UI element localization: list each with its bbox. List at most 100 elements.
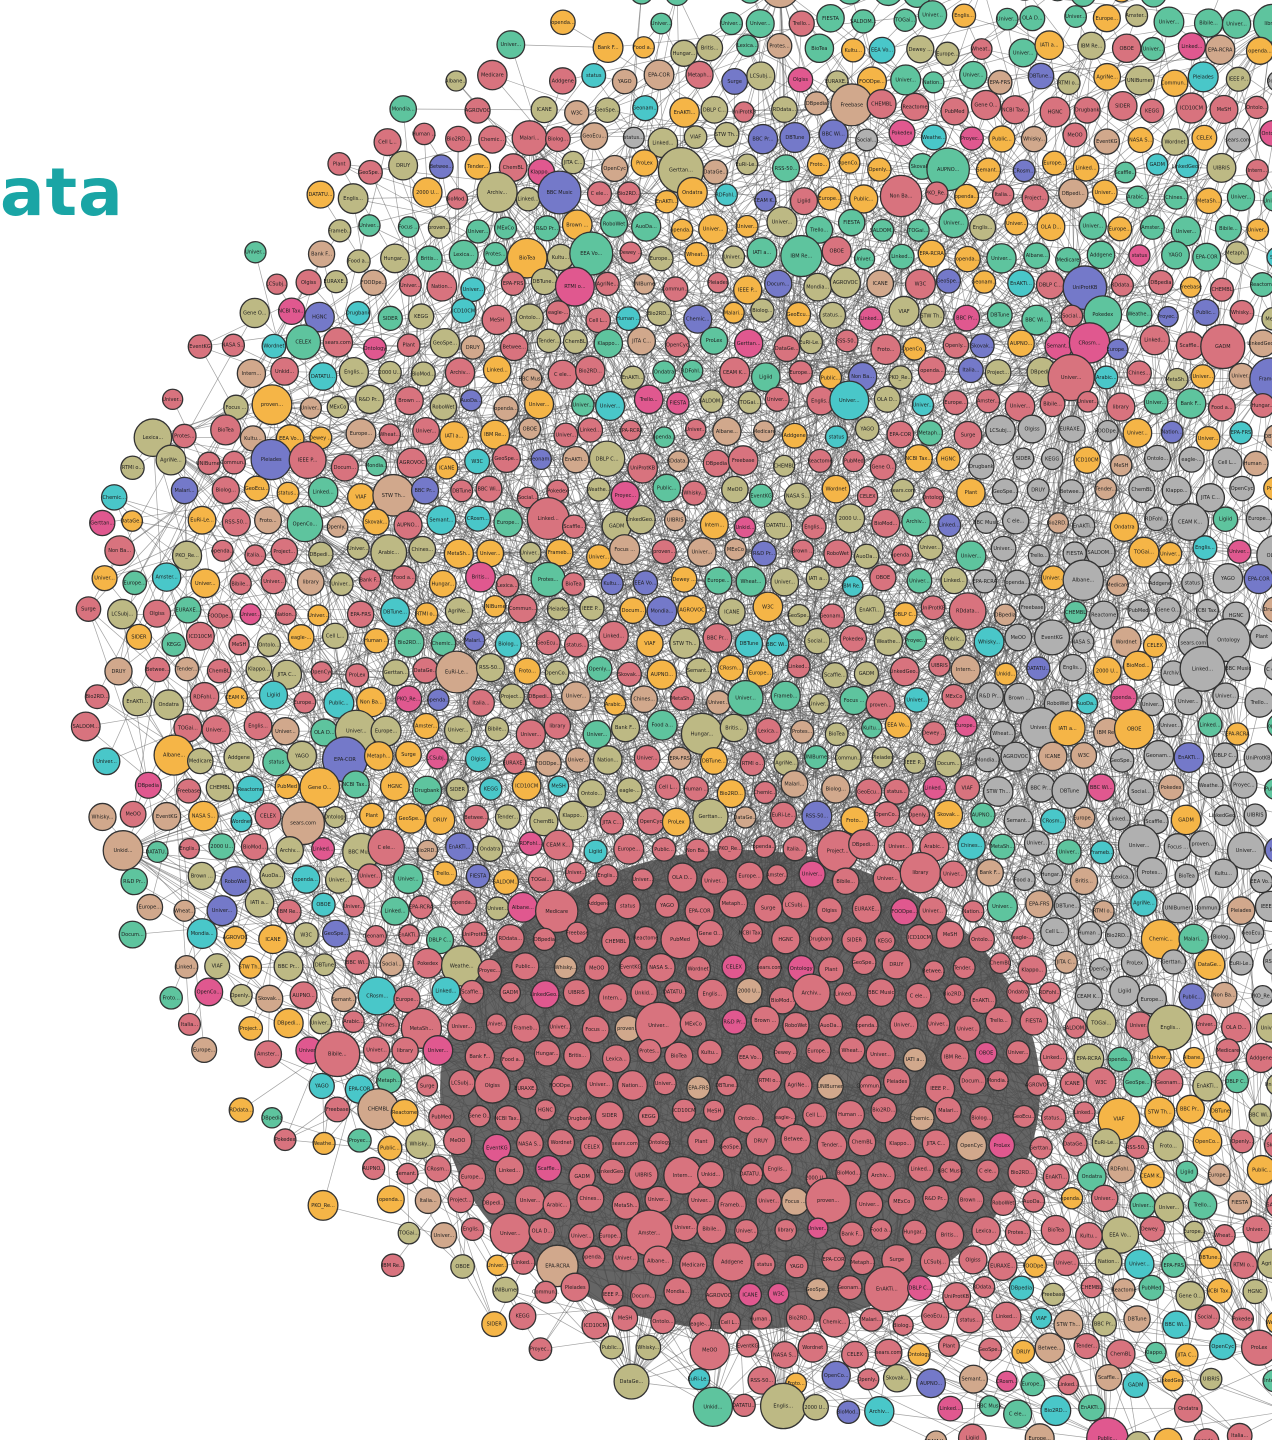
dataset-node[interactable]: Ontology bbox=[922, 486, 945, 509]
dataset-node[interactable]: DATATU... bbox=[308, 362, 338, 391]
dataset-node[interactable]: Plant bbox=[396, 333, 421, 358]
dataset-node[interactable]: Univer... bbox=[986, 243, 1017, 274]
dataset-node[interactable]: Surge bbox=[75, 596, 102, 622]
dataset-node[interactable]: DBTune... bbox=[1027, 62, 1055, 90]
dataset-node[interactable]: proven... bbox=[251, 384, 293, 426]
dataset-node[interactable]: AGROVOC bbox=[396, 447, 428, 479]
dataset-node[interactable]: RDdata... bbox=[771, 96, 798, 123]
dataset-node[interactable]: Linked... bbox=[1072, 154, 1100, 182]
dataset-node[interactable]: IEEE P... bbox=[1225, 66, 1251, 92]
dataset-node[interactable]: Brown ... bbox=[394, 386, 424, 416]
dataset-node[interactable]: ICD10CM bbox=[1073, 446, 1101, 474]
dataset-node[interactable]: openda... bbox=[1245, 36, 1272, 65]
dataset-node[interactable]: Pleiades bbox=[707, 271, 729, 294]
dataset-node[interactable]: Drugbank bbox=[346, 300, 371, 326]
dataset-node[interactable]: Europe... bbox=[1245, 505, 1272, 533]
dataset-node[interactable]: IBM Re... bbox=[1077, 31, 1106, 61]
dataset-node[interactable]: OpenCo... bbox=[286, 505, 324, 543]
dataset-node[interactable]: Univer... bbox=[1076, 390, 1099, 413]
dataset-node[interactable]: Univer... bbox=[553, 422, 579, 448]
dataset-node[interactable]: GeoSpe... bbox=[991, 478, 1019, 505]
dataset-node[interactable]: CEAM K... bbox=[719, 356, 751, 389]
dataset-node[interactable]: library bbox=[296, 568, 325, 596]
dataset-node[interactable]: DBLP C... bbox=[700, 95, 729, 124]
dataset-node[interactable]: C ele... bbox=[1001, 507, 1030, 535]
dataset-node[interactable]: RDFohl... bbox=[715, 183, 738, 207]
dataset-node[interactable]: STW Th... bbox=[919, 303, 945, 329]
dataset-node[interactable]: GeoSpe... bbox=[594, 97, 621, 124]
dataset-node[interactable]: Trello... bbox=[633, 384, 664, 415]
dataset-node[interactable]: EPA-FRS bbox=[1229, 421, 1253, 445]
dataset-node[interactable]: Univer... bbox=[1143, 389, 1169, 415]
dataset-node[interactable]: KEGG bbox=[407, 303, 435, 330]
dataset-node[interactable]: 2000 U... bbox=[412, 177, 443, 208]
dataset-node[interactable]: Semant... bbox=[975, 157, 1002, 183]
dataset-node[interactable]: Intern... bbox=[699, 510, 729, 540]
dataset-node[interactable]: DBTune... bbox=[530, 267, 559, 296]
dataset-node[interactable]: IEEE P... bbox=[579, 595, 605, 621]
dataset-node[interactable]: HGNC bbox=[935, 446, 961, 472]
dataset-node[interactable]: Univer... bbox=[1122, 417, 1153, 448]
dataset-node[interactable]: Cell L... bbox=[1212, 447, 1243, 478]
dataset-node[interactable]: Wheat... bbox=[684, 241, 710, 267]
dataset-node[interactable]: Linked... bbox=[858, 306, 884, 331]
dataset-node[interactable]: Archiv... bbox=[444, 357, 476, 388]
dataset-node[interactable]: Hungar... bbox=[428, 569, 457, 598]
dataset-node[interactable]: Olgiss bbox=[295, 269, 322, 296]
dataset-node[interactable]: CELEX bbox=[1191, 124, 1218, 151]
dataset-node[interactable]: IBM Re... bbox=[780, 234, 823, 278]
dataset-node[interactable]: Univer... bbox=[890, 64, 922, 96]
dataset-node[interactable]: OBOE bbox=[1111, 33, 1142, 64]
dataset-node[interactable]: W3C bbox=[464, 448, 491, 475]
dataset-node[interactable]: Univer... bbox=[190, 568, 221, 599]
dataset-node[interactable]: Skovak... bbox=[969, 333, 995, 359]
dataset-node[interactable]: Linked... bbox=[940, 566, 968, 595]
dataset-node[interactable]: FIESTA bbox=[837, 208, 866, 237]
dataset-node[interactable]: openda... bbox=[954, 245, 981, 273]
dataset-node[interactable]: Froto... bbox=[806, 152, 831, 177]
dataset-node[interactable]: Albane... bbox=[712, 416, 742, 447]
dataset-node[interactable]: Linked... bbox=[482, 355, 512, 385]
dataset-node[interactable]: Nation... bbox=[922, 71, 945, 94]
dataset-node[interactable]: Univer... bbox=[853, 248, 875, 270]
dataset-node[interactable]: Addgene bbox=[1086, 240, 1116, 270]
dataset-node[interactable]: Amster... bbox=[1125, 4, 1149, 28]
dataset-node[interactable]: AgriNe... bbox=[444, 596, 474, 626]
dataset-node[interactable]: openda... bbox=[493, 395, 519, 422]
dataset-node[interactable]: HGNC bbox=[1039, 96, 1071, 128]
dataset-node[interactable]: Weathe... bbox=[1126, 301, 1153, 328]
dataset-node[interactable]: Univer... bbox=[735, 214, 759, 238]
dataset-node[interactable]: Surge bbox=[721, 67, 749, 95]
dataset-node[interactable]: status... bbox=[622, 126, 645, 149]
dataset-node[interactable]: IATI a... bbox=[805, 566, 830, 591]
dataset-node[interactable]: DRUY bbox=[460, 335, 486, 360]
dataset-node[interactable]: openda... bbox=[954, 183, 980, 209]
dataset-node[interactable]: Plant bbox=[956, 477, 986, 508]
dataset-node[interactable]: CEAM K... bbox=[1171, 503, 1210, 542]
dataset-node[interactable]: PKO_Re... bbox=[925, 181, 949, 205]
dataset-node[interactable]: AGROVOC bbox=[829, 266, 861, 299]
dataset-node[interactable]: ICANE bbox=[866, 269, 895, 298]
dataset-node[interactable]: openda... bbox=[211, 539, 235, 562]
dataset-node[interactable]: Bibile... bbox=[1193, 8, 1224, 38]
dataset-node[interactable]: Ligiid bbox=[789, 187, 819, 216]
dataset-node[interactable]: Frameb... bbox=[328, 219, 352, 243]
dataset-node[interactable]: Nation... bbox=[426, 270, 458, 302]
dataset-node[interactable]: C ele... bbox=[586, 181, 613, 207]
dataset-node[interactable]: Proyec... bbox=[1157, 305, 1179, 328]
dataset-node[interactable]: Social... bbox=[855, 128, 879, 152]
dataset-node[interactable]: IBM Re... bbox=[842, 575, 864, 598]
dataset-node[interactable]: LCSubj... bbox=[266, 273, 288, 295]
dataset-node[interactable]: library bbox=[1106, 392, 1136, 422]
dataset-node[interactable]: RoboWet bbox=[823, 539, 853, 569]
dataset-node[interactable]: EnAKTi... bbox=[669, 97, 700, 128]
dataset-node[interactable]: GeoEcu... bbox=[243, 475, 270, 502]
dataset-node[interactable]: EPA-COR bbox=[1243, 563, 1272, 595]
dataset-node[interactable]: Project... bbox=[270, 537, 299, 566]
dataset-node[interactable]: Univer... bbox=[1008, 38, 1038, 68]
dataset-node[interactable]: EPA-RCRA bbox=[972, 569, 998, 594]
dataset-node[interactable]: MeSH bbox=[1209, 94, 1239, 125]
dataset-node[interactable]: Semant... bbox=[426, 505, 457, 536]
dataset-node[interactable]: DATATU... bbox=[306, 180, 335, 209]
dataset-node[interactable]: BioTea bbox=[210, 414, 242, 446]
